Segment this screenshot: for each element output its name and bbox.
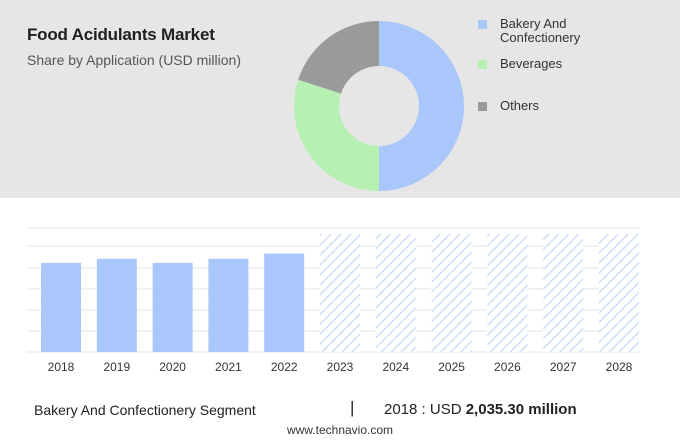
legend-label-beverages: Beverages bbox=[500, 56, 563, 71]
forecast-bar-2024 bbox=[375, 234, 416, 352]
footer-separator: | bbox=[350, 398, 355, 417]
bar-chart: 2018 2019 2020 2021 2022 2023 2024 2025 2026 2027… bbox=[27, 227, 640, 374]
source-link[interactable]: www.technavio.com bbox=[286, 423, 394, 437]
x-tick-label-2020: 2020 bbox=[159, 360, 186, 374]
legend-swatch-others bbox=[478, 102, 487, 111]
bar-2022 bbox=[264, 253, 305, 352]
chart-subtitle: Share by Application (USD million) bbox=[27, 52, 241, 68]
legend-label-others: Others bbox=[500, 98, 540, 113]
x-tick-label-2024: 2024 bbox=[382, 360, 409, 374]
donut-chart bbox=[294, 21, 464, 191]
chart-title: Food Acidulants Market bbox=[27, 25, 215, 44]
segment-label: Bakery And Confectionery Segment bbox=[34, 402, 256, 418]
x-tick-label-2025: 2025 bbox=[438, 360, 465, 374]
forecast-bar-2025 bbox=[431, 234, 472, 352]
bar-2018 bbox=[41, 262, 81, 352]
donut-slice-others bbox=[298, 21, 379, 94]
x-tick-label-2022: 2022 bbox=[271, 360, 298, 374]
x-tick-label-2018: 2018 bbox=[48, 360, 75, 374]
segment-year-text: 2018 : USD bbox=[384, 401, 466, 418]
x-tick-label-2023: 2023 bbox=[327, 360, 354, 374]
forecast-bar-2027 bbox=[543, 234, 584, 352]
segment-value: 2018 : USD 2,035.30 million bbox=[384, 401, 577, 418]
legend-swatch-beverages bbox=[478, 60, 487, 69]
bar-2021 bbox=[208, 258, 249, 352]
forecast-bar-2023 bbox=[320, 234, 360, 352]
bar-2019 bbox=[96, 258, 137, 352]
x-tick-label-2019: 2019 bbox=[103, 360, 130, 374]
forecast-bar-2026 bbox=[487, 234, 528, 352]
legend-swatch-bakery-and-confectionery bbox=[478, 20, 487, 29]
forecast-bar-2028 bbox=[599, 234, 639, 352]
donut-slice-beverages bbox=[294, 79, 379, 191]
segment-value-amount: 2,035.30 million bbox=[465, 401, 577, 418]
x-tick-label-2028: 2028 bbox=[606, 360, 633, 374]
x-tick-label-2026: 2026 bbox=[494, 360, 521, 374]
donut-slice-bakery-and-confectionery bbox=[379, 21, 464, 191]
x-tick-label-2021: 2021 bbox=[215, 360, 242, 374]
legend-label-bakery-and-confectionery: Bakery And Confectionery bbox=[500, 16, 581, 45]
x-tick-label-2027: 2027 bbox=[550, 360, 577, 374]
bar-2020 bbox=[152, 262, 193, 352]
